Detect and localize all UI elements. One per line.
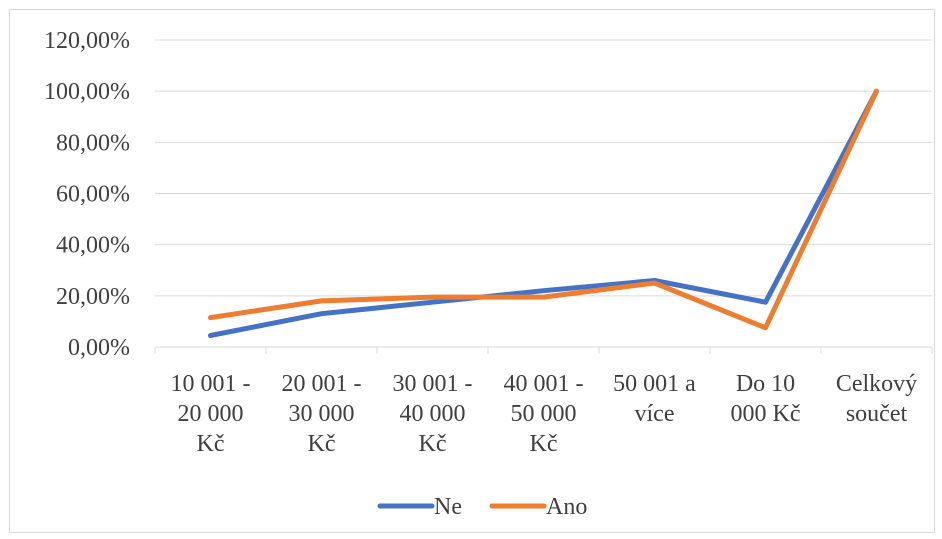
series-line-ano <box>208 88 879 331</box>
y-tick-label: 0,00% <box>68 335 130 361</box>
y-axis-tick-labels: 0,00% 20,00% 40,00% 60,00% 80,00% 100,00% 120,… <box>44 28 130 361</box>
y-tick-label: 80,00% <box>56 130 130 156</box>
legend-label: Ne <box>434 494 462 520</box>
y-tick-label: 40,00% <box>56 233 130 259</box>
x-category-label: 50 001 a více <box>613 371 696 427</box>
x-category-label: 30 001 -40 000 Kč <box>393 371 473 457</box>
y-tick-label: 60,00% <box>56 182 130 208</box>
legend: Ne Ano <box>377 494 587 520</box>
x-category-label: 10 001 -20 000 Kč <box>171 371 251 457</box>
series-line-ne <box>208 88 879 338</box>
x-axis <box>154 346 933 354</box>
series-lines <box>208 88 879 338</box>
legend-label: Ano <box>546 494 587 520</box>
x-category-label: Celkový součet <box>836 371 917 427</box>
x-category-label: 40 001 -50 000 Kč <box>504 371 584 457</box>
x-axis-category-labels: 10 001 -20 000 Kč 20 001 -30 000 Kč 30 001 -… <box>171 371 918 457</box>
x-category-label: Do 10 000 Kč <box>731 371 801 427</box>
x-category-label: 20 001 -30 000 Kč <box>282 371 362 457</box>
gridlines <box>155 39 932 297</box>
y-tick-label: 20,00% <box>56 284 130 310</box>
y-tick-label: 100,00% <box>44 79 130 105</box>
y-tick-label: 120,00% <box>44 28 130 54</box>
